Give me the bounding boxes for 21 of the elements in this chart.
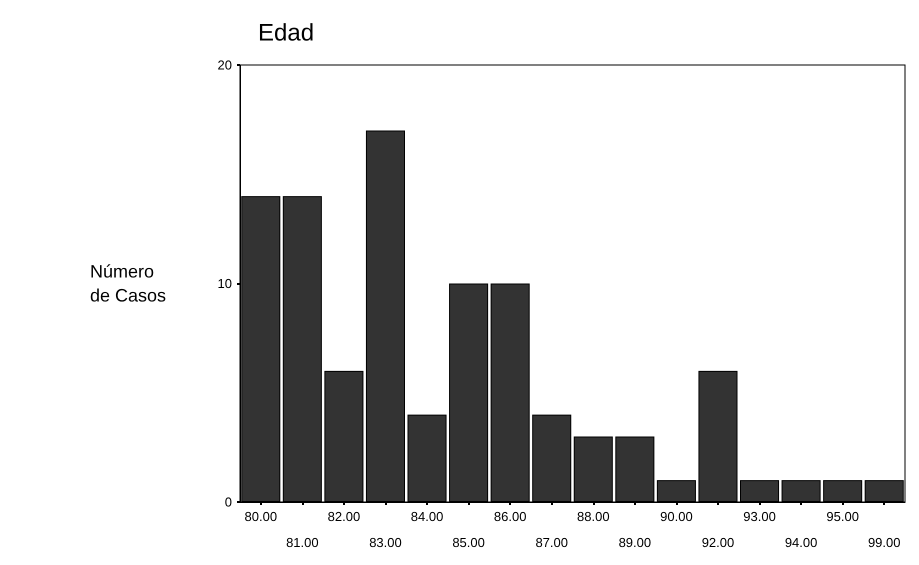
x-tick-label: 80.00: [244, 509, 278, 524]
y-tick-label: 20: [218, 58, 232, 72]
x-tick-label: 92.00: [702, 535, 734, 550]
x-tick-label: 94.00: [784, 535, 818, 550]
y-axis-title: Número de Casos: [90, 262, 166, 306]
x-tick-label: 84.00: [410, 509, 444, 524]
x-tick-label: 90.00: [660, 509, 693, 524]
chart-title: Edad: [258, 20, 314, 46]
x-tick-label: 82.00: [328, 509, 360, 524]
y-tick-label: 10: [218, 276, 232, 291]
x-tick-label: 86.00: [494, 509, 526, 524]
x-tick-label: 83.00: [369, 535, 402, 550]
x-tick-label: 88.00: [577, 509, 610, 524]
x-tick-label: 87.00: [535, 535, 568, 550]
y-tick-label: 0: [224, 494, 232, 510]
x-tick-label: 95.00: [826, 509, 859, 524]
x-tick-label: 89.00: [618, 535, 652, 550]
x-tick-label: 81.00: [286, 535, 319, 550]
x-tick-label: 93.00: [743, 509, 776, 524]
x-tick-label: 99.00: [868, 535, 900, 550]
x-tick-label: 85.00: [452, 535, 485, 550]
